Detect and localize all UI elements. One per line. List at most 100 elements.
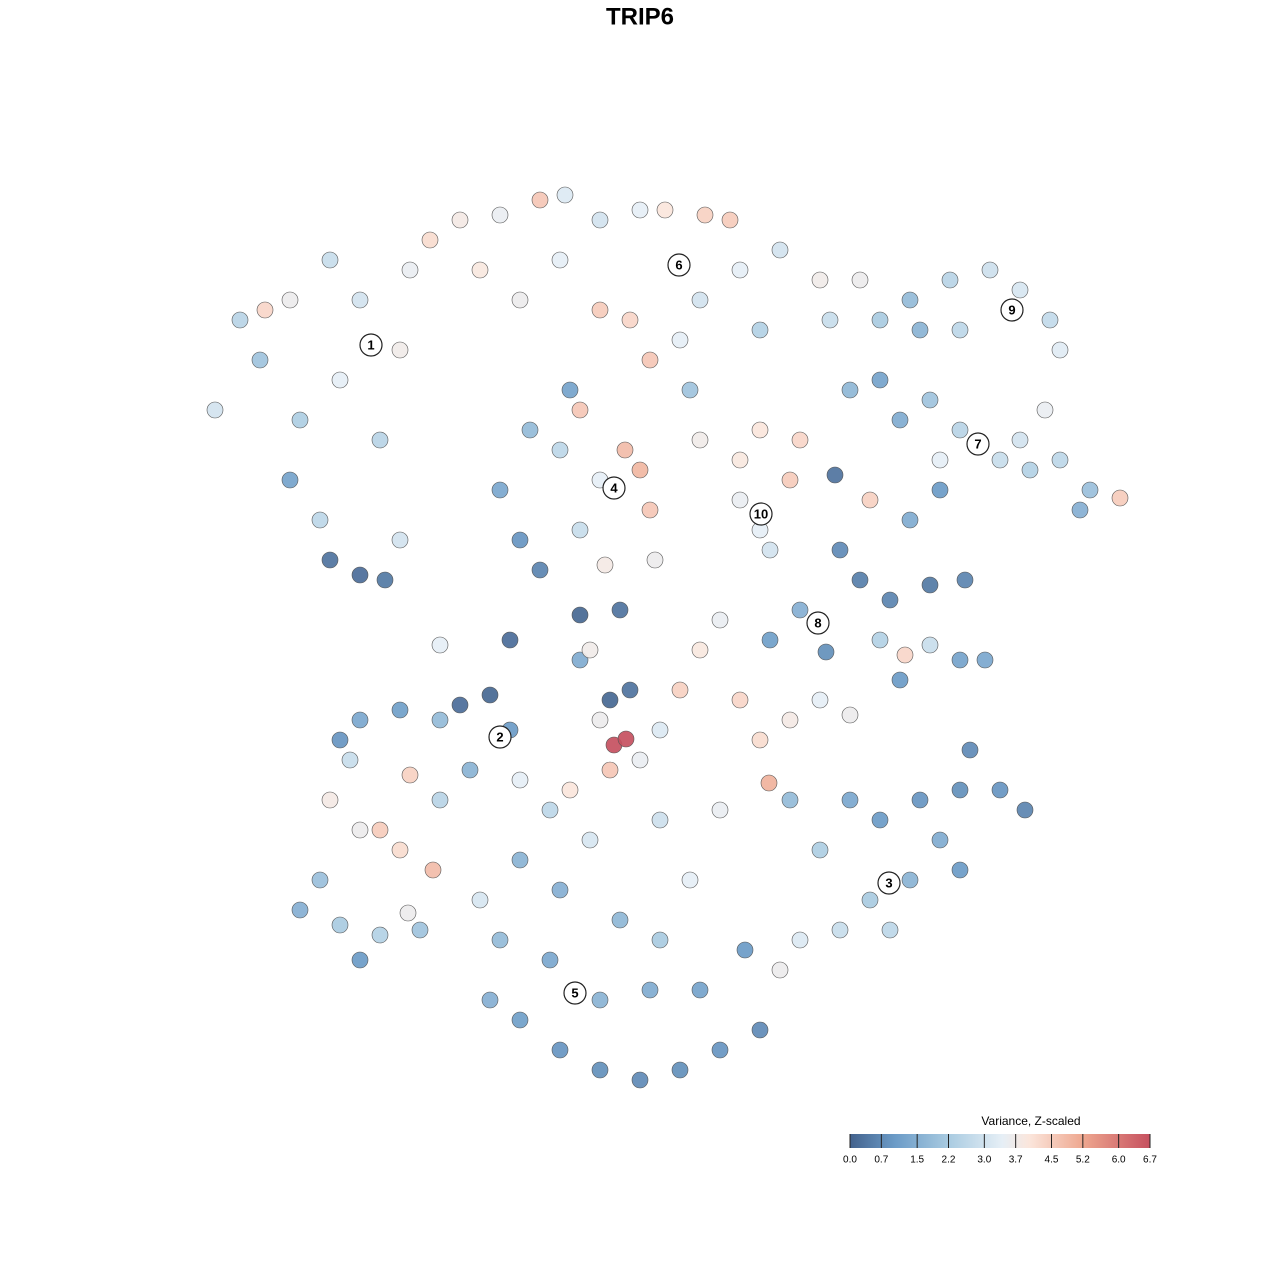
cluster-label: 9 <box>1008 302 1015 317</box>
point <box>331 731 349 749</box>
point <box>791 431 809 449</box>
point <box>781 471 799 489</box>
point <box>471 891 489 909</box>
cluster-label: 8 <box>814 615 821 630</box>
point <box>731 491 749 509</box>
point <box>321 791 339 809</box>
cluster-label: 2 <box>496 729 503 744</box>
point <box>671 1061 689 1079</box>
point <box>736 941 754 959</box>
point <box>651 811 669 829</box>
point <box>881 921 899 939</box>
cluster-label: 4 <box>610 480 618 495</box>
cluster-label: 3 <box>885 875 892 890</box>
colorbar-tick-label: 1.5 <box>910 1155 924 1166</box>
point <box>751 421 769 439</box>
point <box>376 571 394 589</box>
cluster-label: 1 <box>367 337 374 352</box>
point <box>871 311 889 329</box>
point <box>951 781 969 799</box>
point <box>671 681 689 699</box>
point <box>841 381 859 399</box>
colorbar-tick-label: 5.2 <box>1076 1155 1090 1166</box>
point <box>731 261 749 279</box>
point <box>951 861 969 879</box>
point <box>1041 311 1059 329</box>
point <box>471 261 489 279</box>
point <box>981 261 999 279</box>
point <box>481 991 499 1009</box>
point <box>711 801 729 819</box>
point <box>931 831 949 849</box>
point <box>631 201 649 219</box>
point <box>351 291 369 309</box>
point <box>291 411 309 429</box>
point <box>817 643 835 661</box>
point <box>596 556 614 574</box>
point <box>399 904 417 922</box>
point <box>351 566 369 584</box>
cluster-marker <box>602 476 626 500</box>
point <box>731 451 749 469</box>
point <box>991 451 1009 469</box>
point <box>791 931 809 949</box>
point <box>391 701 409 719</box>
point <box>641 351 659 369</box>
point <box>591 211 609 229</box>
point <box>256 301 274 319</box>
point <box>311 511 329 529</box>
point <box>711 611 729 629</box>
point <box>921 576 939 594</box>
point <box>951 421 969 439</box>
point <box>841 706 859 724</box>
point <box>571 606 589 624</box>
point <box>281 291 299 309</box>
point <box>881 591 899 609</box>
point <box>491 481 509 499</box>
point <box>921 391 939 409</box>
point <box>841 791 859 809</box>
point <box>581 641 599 659</box>
point <box>601 761 619 779</box>
point <box>751 321 769 339</box>
point <box>511 771 529 789</box>
point <box>871 811 889 829</box>
point <box>411 921 429 939</box>
point <box>206 401 224 419</box>
point <box>561 781 579 799</box>
point <box>541 801 559 819</box>
point <box>911 791 929 809</box>
colorbar-tick-label: 6.0 <box>1112 1155 1126 1166</box>
point <box>921 636 939 654</box>
point <box>656 201 674 219</box>
point <box>571 651 589 669</box>
colorbar: Variance, Z-scaled 0.0 0.7 1.5 2.2 3.0 3.7 4.5… <box>843 1114 1157 1165</box>
point <box>901 871 919 889</box>
point <box>791 601 809 619</box>
cluster-label: 10 <box>754 506 768 521</box>
point <box>541 951 559 969</box>
point <box>691 431 709 449</box>
point <box>1071 501 1089 519</box>
point <box>1021 461 1039 479</box>
point <box>511 1011 529 1029</box>
point <box>581 831 599 849</box>
point <box>1016 801 1034 819</box>
cluster-marker <box>877 871 901 895</box>
point <box>321 551 339 569</box>
point <box>511 851 529 869</box>
point <box>956 571 974 589</box>
point <box>351 711 369 729</box>
cluster-label: 7 <box>974 436 981 451</box>
point <box>424 861 442 879</box>
point <box>631 461 649 479</box>
point <box>331 916 349 934</box>
cluster-labels: 1 2 3 4 5 6 7 8 9 10 <box>359 253 1024 1005</box>
point <box>896 646 914 664</box>
point <box>551 881 569 899</box>
point <box>481 686 499 704</box>
point <box>891 411 909 429</box>
point <box>1011 281 1029 299</box>
point <box>1011 431 1029 449</box>
